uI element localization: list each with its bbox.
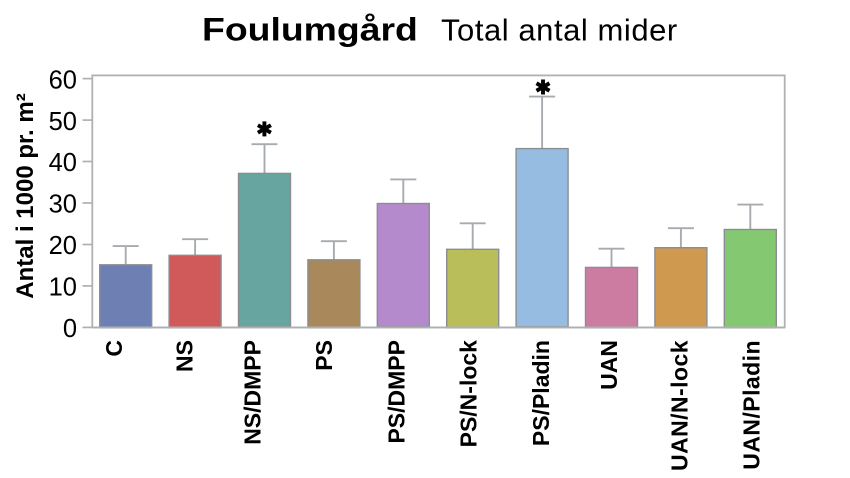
svg-text:60: 60 bbox=[49, 66, 77, 94]
svg-text:10: 10 bbox=[49, 274, 77, 302]
svg-text:UAN/Pladin: UAN/Pladin bbox=[739, 340, 765, 470]
svg-text:30: 30 bbox=[49, 191, 77, 219]
svg-text:PS/N-lock: PS/N-lock bbox=[455, 340, 481, 448]
svg-text:NS: NS bbox=[172, 340, 198, 372]
svg-text:PS/DMPP: PS/DMPP bbox=[384, 340, 410, 444]
svg-text:0: 0 bbox=[63, 315, 77, 343]
svg-text:40: 40 bbox=[49, 149, 77, 177]
svg-text:C: C bbox=[101, 340, 127, 357]
svg-text:20: 20 bbox=[49, 232, 77, 260]
svg-text:Total antal mider: Total antal mider bbox=[441, 13, 678, 48]
svg-text:Antal i 1000 pr. m²: Antal i 1000 pr. m² bbox=[12, 93, 39, 298]
svg-text:PS: PS bbox=[311, 340, 337, 371]
svg-text:Foulumgård: Foulumgård bbox=[202, 13, 418, 48]
svg-text:PS/Pladin: PS/Pladin bbox=[528, 340, 554, 446]
svg-text:NS/DMPP: NS/DMPP bbox=[240, 340, 266, 445]
svg-text:UAN/N-lock: UAN/N-lock bbox=[667, 340, 693, 471]
svg-text:50: 50 bbox=[49, 108, 77, 136]
svg-text:UAN: UAN bbox=[596, 340, 622, 390]
